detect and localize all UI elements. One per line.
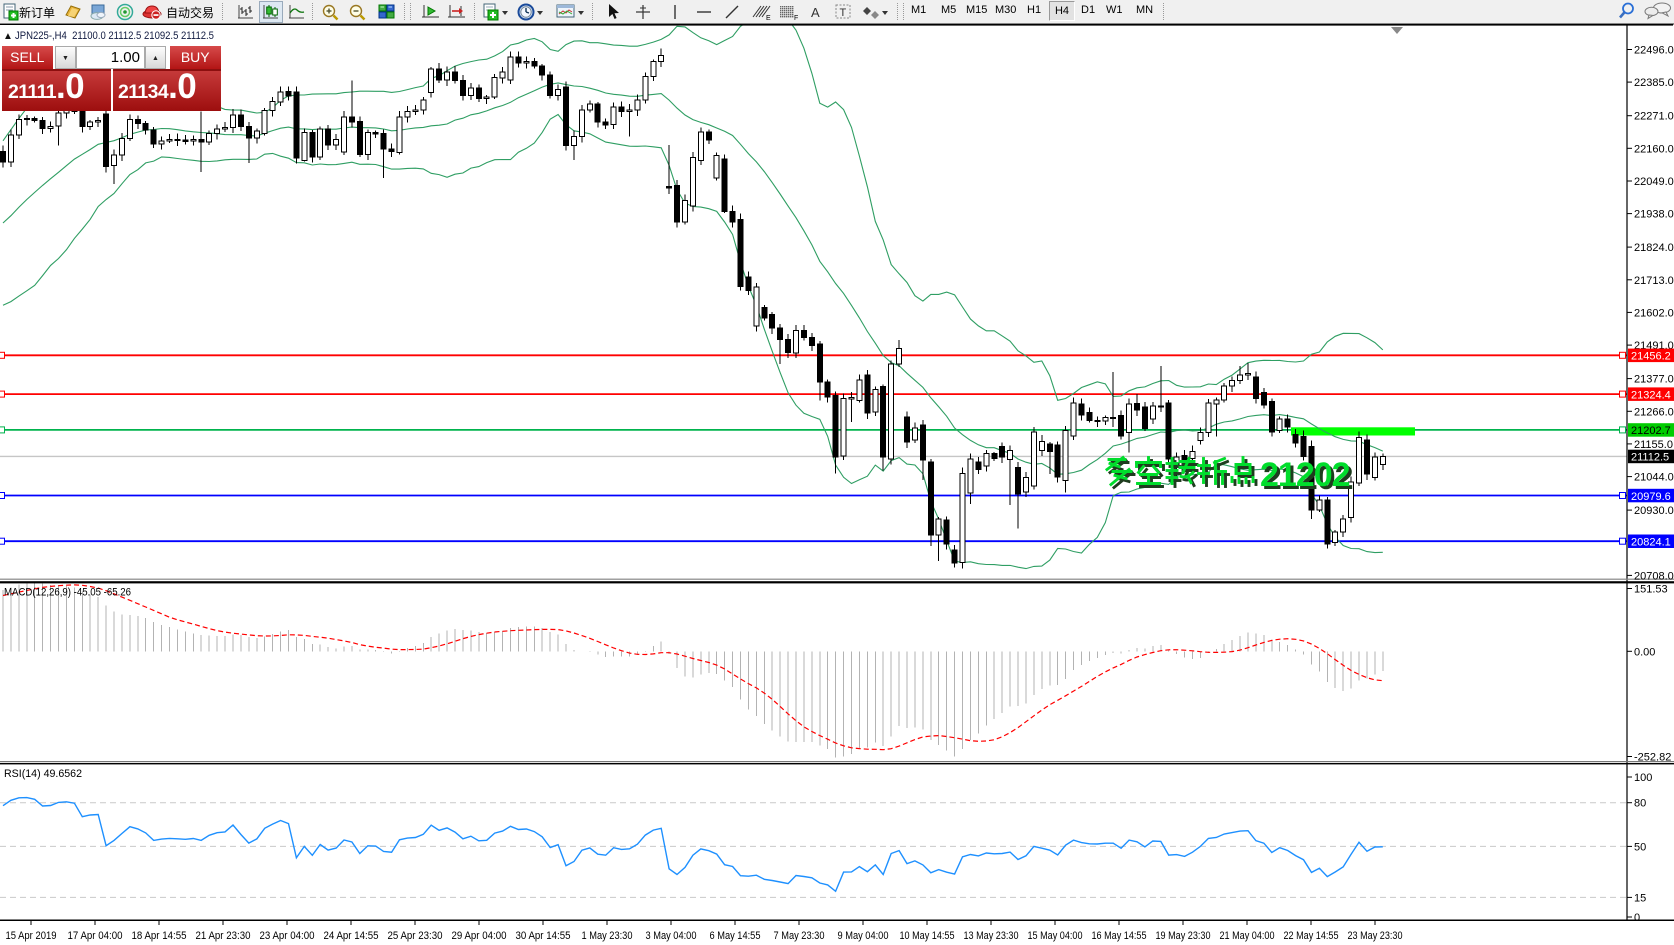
svg-text:15 May 04:00: 15 May 04:00 — [1028, 930, 1083, 942]
svg-text:22271.0: 22271.0 — [1634, 111, 1674, 123]
svg-text:20930.0: 20930.0 — [1634, 505, 1674, 517]
svg-text:50: 50 — [1634, 841, 1646, 853]
svg-text:3 May 04:00: 3 May 04:00 — [646, 930, 697, 942]
svg-text:21266.0: 21266.0 — [1634, 406, 1674, 418]
svg-text:18 Apr 14:55: 18 Apr 14:55 — [132, 930, 187, 942]
svg-text:21112.5: 21112.5 — [1631, 452, 1669, 464]
svg-text:22385.0: 22385.0 — [1634, 77, 1674, 89]
svg-text:15 Apr 2019: 15 Apr 2019 — [6, 930, 57, 942]
svg-text:22 May 14:55: 22 May 14:55 — [1284, 930, 1339, 942]
svg-text:21602.0: 21602.0 — [1634, 307, 1674, 319]
svg-text:15: 15 — [1634, 892, 1646, 904]
svg-text:21324.4: 21324.4 — [1631, 389, 1671, 401]
svg-text:30 Apr 14:55: 30 Apr 14:55 — [516, 930, 571, 942]
svg-text:10 May 14:55: 10 May 14:55 — [900, 930, 955, 942]
svg-text:20824.1: 20824.1 — [1631, 537, 1671, 549]
svg-text:E: E — [766, 15, 771, 21]
svg-text:20708.0: 20708.0 — [1634, 570, 1674, 582]
svg-text:100: 100 — [1634, 772, 1652, 784]
svg-text:T: T — [840, 7, 847, 19]
svg-text:21938.0: 21938.0 — [1634, 209, 1674, 221]
svg-text:21202: 21202 — [1260, 456, 1350, 494]
svg-text:151.53: 151.53 — [1634, 584, 1668, 596]
svg-text:22049.0: 22049.0 — [1634, 176, 1674, 188]
svg-text:24 Apr 14:55: 24 Apr 14:55 — [324, 930, 379, 942]
svg-text:21 May 04:00: 21 May 04:00 — [1220, 930, 1275, 942]
svg-text:A: A — [811, 5, 820, 20]
svg-text:13 May 23:30: 13 May 23:30 — [964, 930, 1019, 942]
svg-text:25 Apr 23:30: 25 Apr 23:30 — [388, 930, 443, 942]
svg-text:21713.0: 21713.0 — [1634, 275, 1674, 287]
svg-text:19 May 23:30: 19 May 23:30 — [1156, 930, 1211, 942]
svg-text:17 Apr 04:00: 17 Apr 04:00 — [68, 930, 123, 942]
svg-text:21824.0: 21824.0 — [1634, 242, 1674, 254]
svg-text:80: 80 — [1634, 798, 1646, 810]
svg-text:29 Apr 04:00: 29 Apr 04:00 — [452, 930, 507, 942]
svg-text:21202: 21202 — [1263, 459, 1353, 497]
svg-text:20979.6: 20979.6 — [1631, 491, 1671, 503]
svg-text:16 May 14:55: 16 May 14:55 — [1092, 930, 1147, 942]
svg-text:21377.0: 21377.0 — [1634, 374, 1674, 386]
svg-text:22160.0: 22160.0 — [1634, 143, 1674, 155]
svg-text:21456.2: 21456.2 — [1631, 351, 1671, 363]
svg-text:RSI(14) 49.6562: RSI(14) 49.6562 — [4, 768, 82, 780]
svg-text:23 Apr 04:00: 23 Apr 04:00 — [260, 930, 315, 942]
svg-text:21155.0: 21155.0 — [1634, 439, 1673, 451]
svg-text:21202.7: 21202.7 — [1631, 425, 1671, 437]
svg-text:21 Apr 23:30: 21 Apr 23:30 — [196, 930, 251, 942]
svg-text:0: 0 — [1634, 912, 1640, 924]
svg-text:23 May 23:30: 23 May 23:30 — [1348, 930, 1403, 942]
svg-text:9 May 04:00: 9 May 04:00 — [838, 930, 889, 942]
svg-text:-252.82: -252.82 — [1634, 752, 1671, 764]
svg-text:21044.0: 21044.0 — [1634, 472, 1674, 484]
svg-text:F: F — [794, 15, 798, 21]
svg-text:7 May 23:30: 7 May 23:30 — [774, 930, 825, 942]
svg-text:0.00: 0.00 — [1634, 646, 1655, 658]
svg-text:1 May 23:30: 1 May 23:30 — [582, 930, 633, 942]
svg-text:6 May 14:55: 6 May 14:55 — [710, 930, 761, 942]
svg-text:MACD(12,26,9) -45.05 -65.26: MACD(12,26,9) -45.05 -65.26 — [4, 587, 131, 599]
svg-text:22496.0: 22496.0 — [1634, 45, 1674, 57]
